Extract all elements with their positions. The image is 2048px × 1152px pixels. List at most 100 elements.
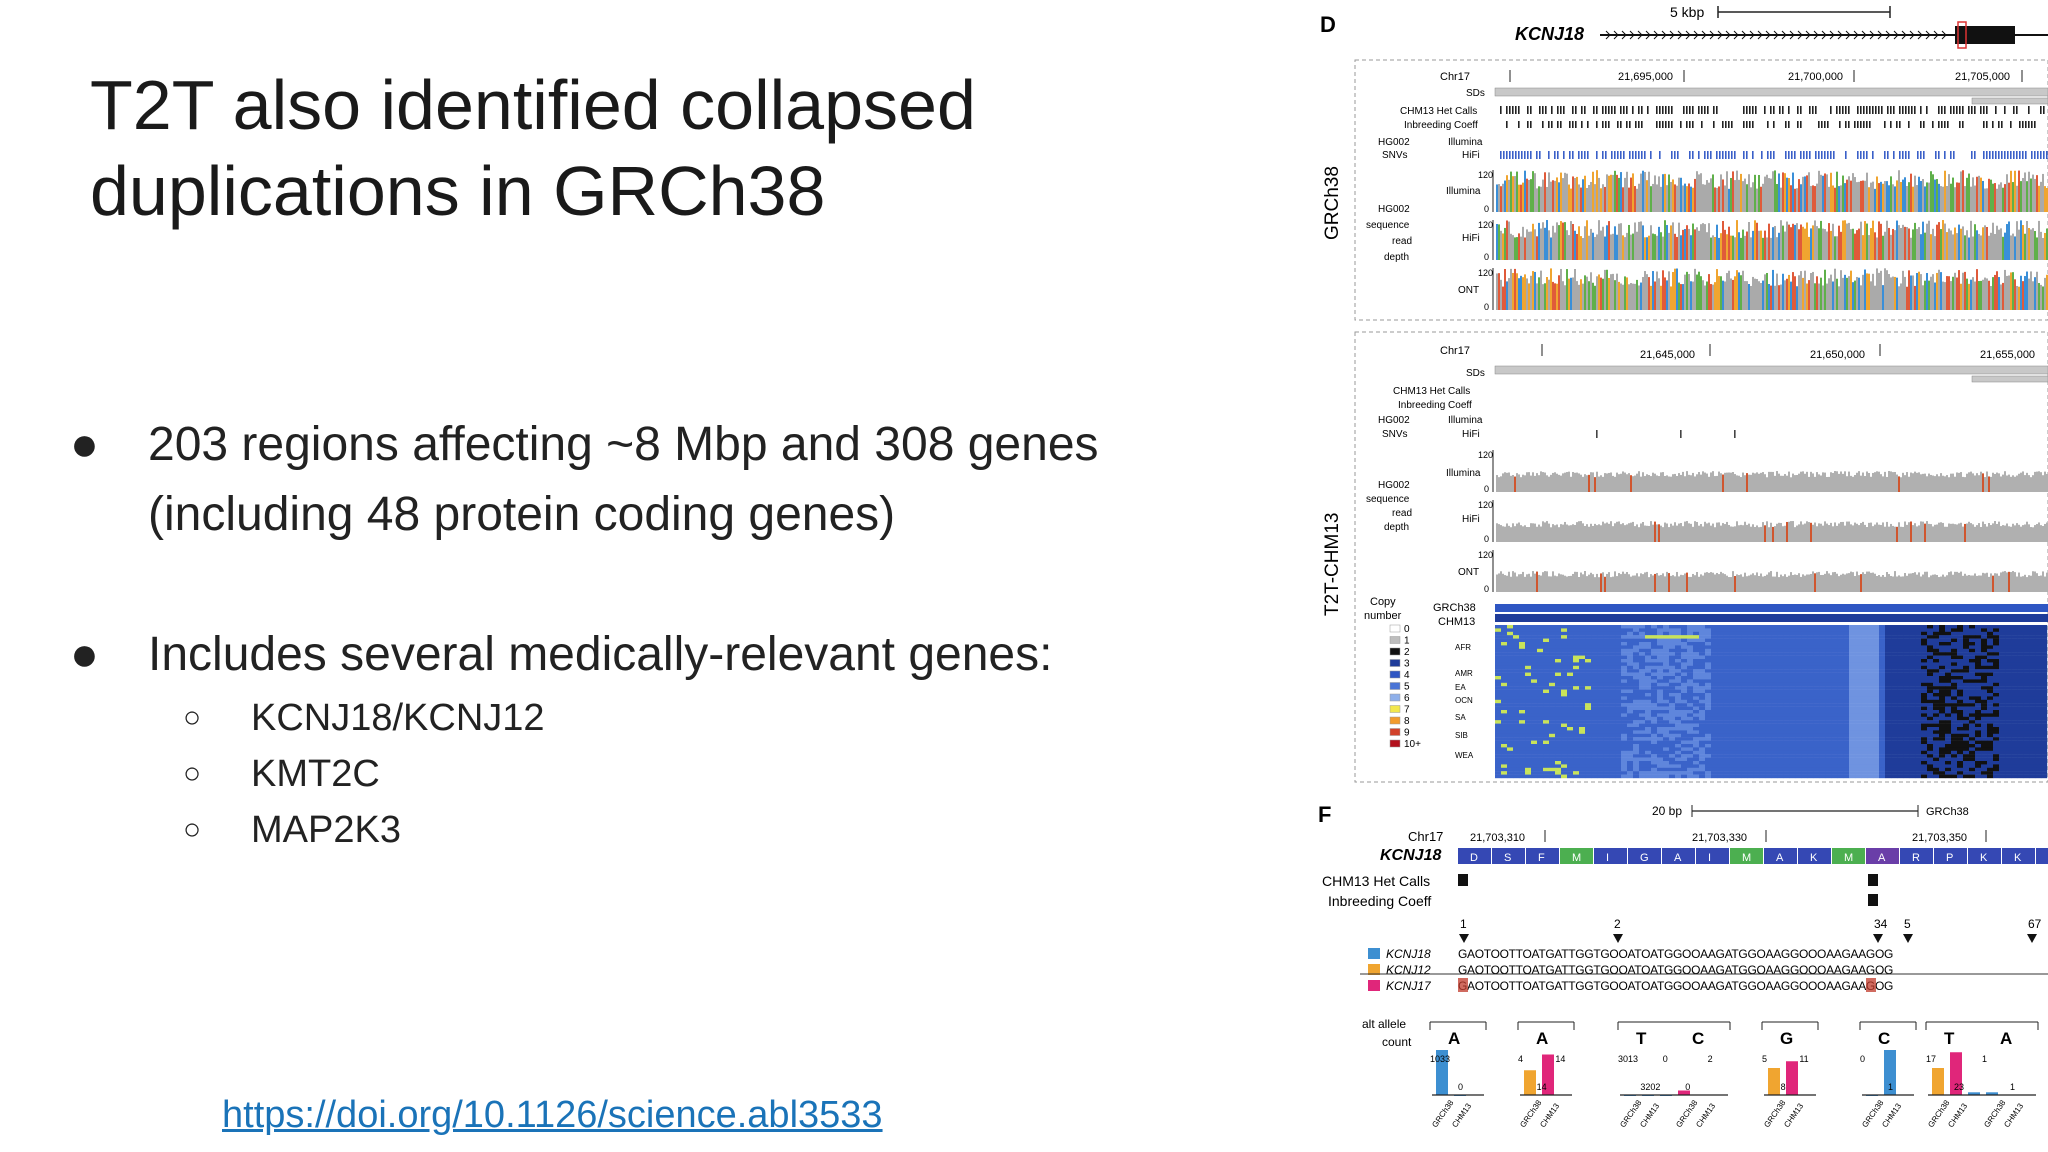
subbullet-marker: ○	[183, 813, 202, 846]
bullet-text: Includes several medically-relevant gene…	[148, 628, 1053, 681]
variant-tick	[1596, 430, 1598, 438]
cn-cell	[1519, 686, 1526, 690]
cn-cell	[1501, 723, 1508, 728]
cn-cell	[1729, 710, 1736, 714]
cn-cell	[1525, 659, 1532, 663]
depth-bar	[1880, 524, 1882, 542]
depth-bar	[1816, 572, 1818, 592]
track-label-illumina: Illumina	[1446, 186, 1481, 197]
cn-cell	[2017, 682, 2024, 687]
cn-cell	[1975, 696, 1982, 700]
cn-cell	[1843, 669, 1850, 673]
cn-cell	[2017, 642, 2024, 646]
depth-bar	[1952, 276, 1954, 310]
cn-cell	[2029, 682, 2036, 687]
variant-tick	[1827, 121, 1829, 128]
depth-bar	[1790, 477, 1792, 492]
variant-tick	[1746, 151, 1748, 159]
cn-cell	[1711, 625, 1718, 629]
cn-cell	[1711, 652, 1718, 656]
variant-tick	[1686, 121, 1688, 128]
cn-cell	[1669, 655, 1676, 660]
depth-bar	[1582, 574, 1584, 592]
cn-cell	[1615, 655, 1622, 660]
track-axis-max: 120	[1478, 170, 1493, 180]
depth-bar	[1850, 524, 1852, 542]
depth-bar	[1728, 188, 1730, 212]
depth-bar	[1710, 525, 1712, 542]
cn-cell	[1735, 727, 1742, 731]
cn-cell	[1711, 672, 1718, 677]
cn-cell	[1987, 645, 1994, 649]
depth-bar	[1508, 571, 1510, 592]
cn-cell	[1939, 710, 1946, 714]
depth-bar	[1976, 269, 1978, 310]
depth-bar	[1884, 471, 1886, 492]
depth-bar	[2038, 575, 2040, 592]
depth-bar	[1520, 574, 1522, 592]
gene-arrow	[1917, 30, 1923, 40]
cn-cell	[1987, 676, 1994, 680]
depth-bar	[1812, 473, 1814, 492]
depth-bar	[1992, 472, 1994, 492]
depth-bar	[1954, 476, 1956, 492]
cn-cell	[1597, 703, 1604, 707]
depth-bar	[1602, 278, 1604, 310]
cn-title: Copy	[1370, 596, 1396, 608]
cn-cell	[2011, 672, 2018, 677]
gene-arrow	[1853, 30, 1859, 40]
cn-cell	[2011, 716, 2018, 721]
cn-cell	[1765, 631, 1772, 636]
depth-bar	[1670, 575, 1672, 592]
cn-cell	[1687, 689, 1694, 694]
depth-bar	[2018, 170, 2020, 212]
cn-cell	[1567, 625, 1574, 629]
depth-bar	[1940, 522, 1942, 542]
depth-bar	[1880, 223, 1882, 260]
cn-cell	[1933, 676, 1940, 680]
gene-arrow	[1829, 30, 1835, 40]
cn-cell	[1819, 659, 1826, 663]
cn-legend-swatch	[1389, 636, 1401, 644]
cn-cell	[1801, 696, 1808, 700]
variant-tick	[1539, 106, 1541, 114]
variant-tick	[1914, 106, 1916, 114]
depth-bar	[1524, 525, 1526, 542]
cn-cell	[1627, 631, 1634, 636]
cn-cell	[1567, 652, 1574, 656]
cn-cell	[1657, 655, 1664, 660]
cn-cell	[1879, 631, 1886, 636]
depth-bar	[1564, 285, 1566, 310]
cn-cell	[1885, 625, 1892, 629]
cn-cell	[1843, 699, 1850, 704]
cn-cell	[1933, 720, 1940, 724]
cn-cell	[1903, 727, 1910, 731]
cn-cell	[1525, 628, 1532, 632]
depth-bar	[2008, 182, 2010, 212]
cn-cell	[1513, 669, 1520, 673]
depth-bar	[1710, 237, 1712, 260]
cn-cell	[1711, 655, 1718, 660]
cn-cell	[1771, 642, 1778, 646]
cn-cell	[1801, 679, 1808, 683]
cn-cell	[1885, 713, 1892, 717]
cn-cell	[1765, 648, 1772, 653]
variant-tick	[1638, 151, 1640, 159]
cn-cell	[1711, 648, 1718, 653]
cn-cell	[1777, 676, 1784, 680]
cn-cell	[1933, 706, 1940, 711]
variant-tick	[1869, 106, 1871, 114]
variant-tick	[1587, 151, 1589, 159]
track-label-snvs: SNVs	[1382, 150, 1408, 161]
cn-cell	[1861, 710, 1868, 714]
depth-bar	[1680, 177, 1682, 212]
variant-tick	[1908, 121, 1910, 128]
cn-cell	[1789, 727, 1796, 731]
depth-bar	[1678, 177, 1680, 212]
doi-link[interactable]: https://doi.org/10.1126/science.abl3533	[222, 1094, 883, 1136]
depth-bar	[1948, 523, 1950, 542]
depth-bar	[1668, 174, 1670, 212]
cn-cell	[1921, 682, 1928, 687]
depth-bar	[1780, 574, 1782, 592]
cn-cell	[1789, 713, 1796, 717]
